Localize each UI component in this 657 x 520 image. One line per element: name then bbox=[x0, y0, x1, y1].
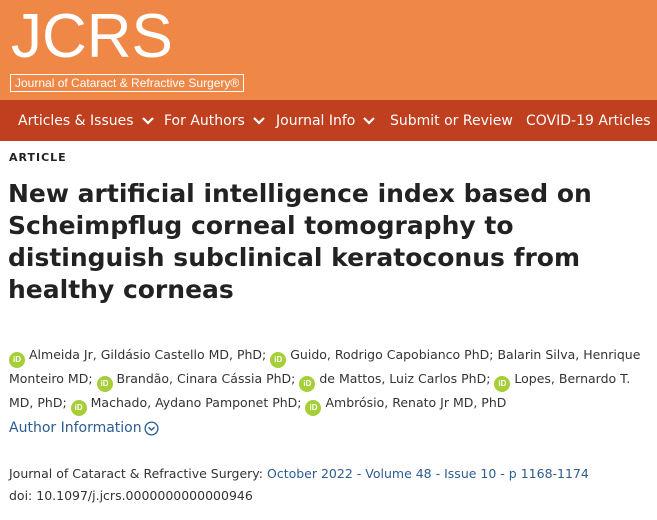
orcid-icon[interactable]: iD bbox=[270, 352, 287, 368]
doi-line: doi: 10.1097/j.jcrs.0000000000000946 bbox=[9, 488, 253, 503]
citation-block: Journal of Cataract & Refractive Surgery… bbox=[9, 463, 589, 507]
orcid-icon[interactable]: iD bbox=[494, 376, 511, 392]
nav-item-label: COVID-19 Articles bbox=[526, 112, 651, 129]
citation-date-link[interactable]: October 2022 bbox=[266, 466, 353, 481]
citation-issue-link[interactable]: Issue 10 bbox=[444, 466, 497, 481]
citation-separator: - bbox=[496, 466, 509, 481]
citation-pages: p 1168-1174 bbox=[508, 466, 589, 481]
author-name[interactable]: Balarin Silva, Henrique Monteiro MD bbox=[9, 347, 641, 386]
journal-name-badge[interactable]: Journal of Cataract & Refractive Surgery… bbox=[10, 74, 245, 92]
citation-journal: Journal of Cataract & Refractive Surgery… bbox=[9, 466, 267, 481]
orcid-icon[interactable]: iD bbox=[9, 352, 25, 368]
author-information-toggle[interactable]: Author Information bbox=[9, 420, 159, 436]
nav-journal-info[interactable]: Journal Info bbox=[276, 100, 376, 141]
chevron-down-icon bbox=[363, 116, 376, 125]
site-logo[interactable]: JCRS bbox=[11, 2, 173, 71]
orcid-icon[interactable]: iD bbox=[299, 376, 316, 392]
author-name[interactable]: Almeida Jr, Gildásio Castello MD, PhD bbox=[29, 347, 263, 362]
article-title: New artificial intelligence index based … bbox=[8, 179, 592, 304]
author-name[interactable]: Brandão, Cinara Cássia PhD bbox=[116, 371, 292, 386]
nav-item-label: Submit or Review bbox=[390, 112, 513, 129]
citation-volume-link[interactable]: Volume 48 bbox=[365, 466, 432, 481]
orcid-icon[interactable]: iD bbox=[70, 400, 87, 416]
nav-covid-articles[interactable]: COVID-19 Articles bbox=[526, 100, 651, 141]
site-header: JCRS Journal of Cataract & Refractive Su… bbox=[0, 0, 657, 100]
author-name[interactable]: Machado, Aydano Pamponet PhD bbox=[90, 395, 298, 410]
orcid-icon[interactable]: iD bbox=[96, 376, 113, 392]
author-name[interactable]: Guido, Rodrigo Capobianco PhD bbox=[290, 347, 490, 362]
nav-for-authors[interactable]: For Authors bbox=[164, 100, 265, 141]
nav-item-label: Articles & Issues bbox=[18, 112, 134, 129]
chevron-down-icon bbox=[141, 116, 154, 125]
nav-item-label: Journal Info bbox=[276, 112, 356, 129]
nav-submit-review[interactable]: Submit or Review bbox=[390, 100, 513, 141]
chevron-down-icon bbox=[252, 116, 265, 125]
author-list: iD Almeida Jr, Gildásio Castello MD, PhD;… bbox=[9, 344, 649, 416]
nav-articles-issues[interactable]: Articles & Issues bbox=[18, 100, 154, 141]
citation-line: Journal of Cataract & Refractive Surgery… bbox=[9, 463, 589, 485]
orcid-icon[interactable]: iD bbox=[305, 400, 322, 416]
article-type-label: ARTICLE bbox=[9, 151, 67, 164]
citation-separator: - bbox=[352, 466, 366, 481]
author-name[interactable]: Lopes, Bernardo T. MD, PhD bbox=[9, 371, 631, 410]
chevron-down-circle-icon bbox=[144, 420, 159, 436]
author-information-label: Author Information bbox=[9, 420, 142, 436]
author-name[interactable]: Ambrósio, Renato Jr MD, PhD bbox=[325, 395, 507, 410]
citation-separator: - bbox=[431, 466, 445, 481]
main-nav: Articles & Issues For Authors Journal In… bbox=[0, 100, 657, 141]
author-name[interactable]: de Mattos, Luiz Carlos PhD bbox=[319, 371, 487, 386]
nav-item-label: For Authors bbox=[164, 112, 245, 129]
